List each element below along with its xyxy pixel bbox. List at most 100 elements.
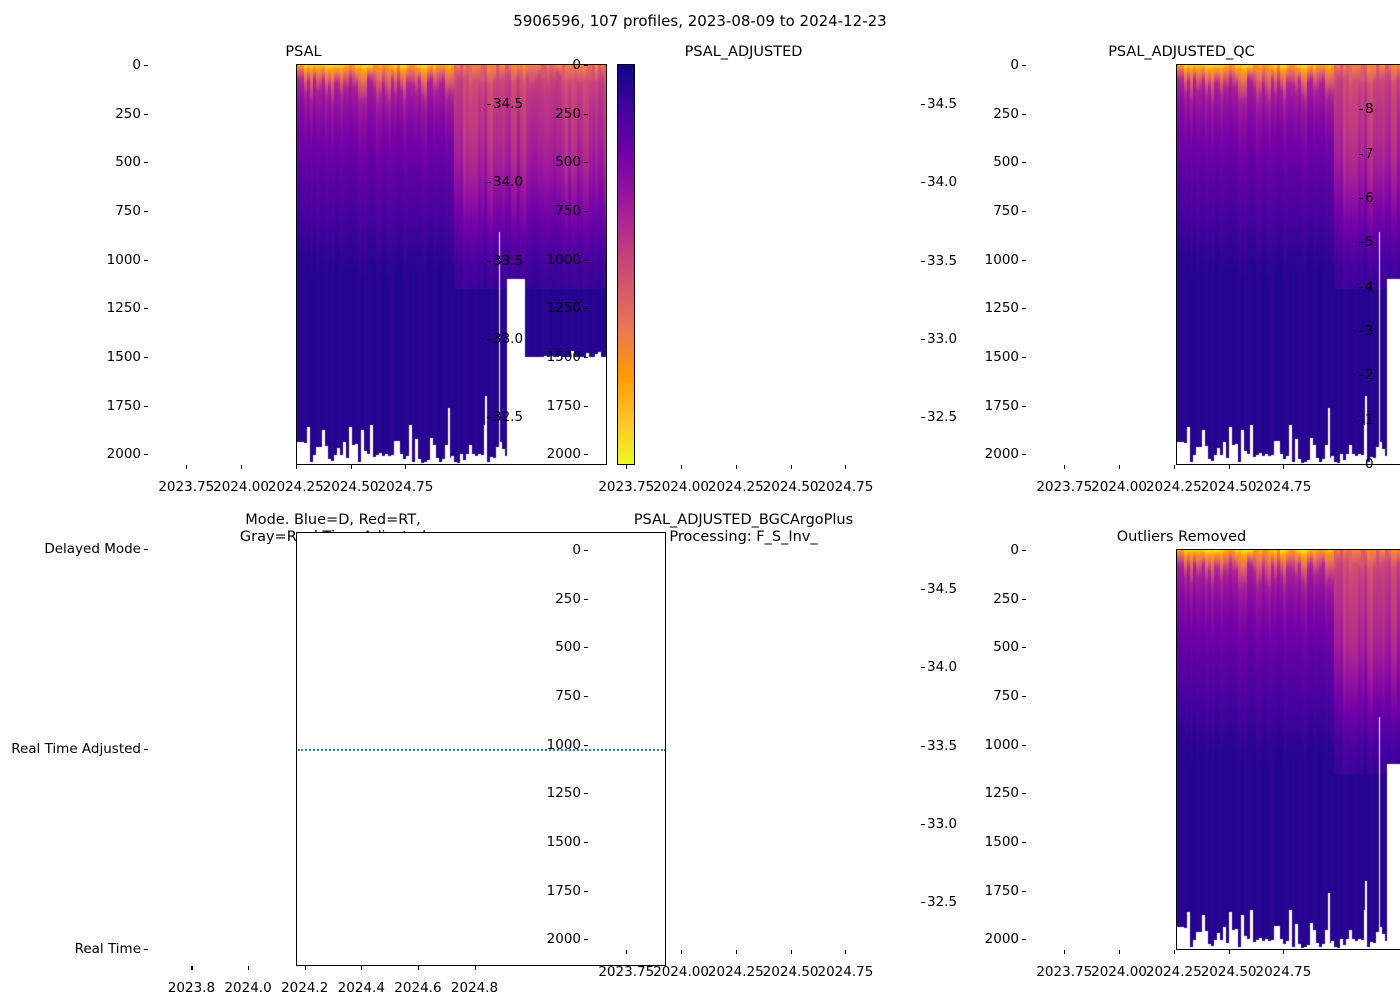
colorbar-tick-label: 32.5 [927,894,958,911]
y-tick-label: 1500 [546,833,581,850]
x-tick-label: 2024.75 [377,479,434,495]
y-tick-label: 500 [555,639,581,656]
x-tick-label: 2024.75 [817,479,874,495]
panel-mode: Mode. Blue=D, Red=RT, Gray=Real Time Adj… [148,0,666,1000]
x-tick-mark [191,966,193,970]
y-tick-mark [1022,598,1026,600]
y-tick-mark [584,356,588,359]
colorbar-tick-label: 2 [1365,367,1374,384]
y-tick-label: 1250 [984,785,1019,802]
x-tick-mark [1173,465,1175,469]
y-tick-label: 250 [555,590,581,607]
colorbar-tick-label: 32.5 [927,409,958,426]
y-tick-label: 1250 [106,300,141,317]
y-tick-mark [584,793,588,795]
y-tick-label: 750 [115,202,141,219]
y-tick-mark [1022,113,1026,115]
y-tick-mark [1022,65,1026,67]
x-tick-label: 2024.25 [1145,479,1202,495]
x-tick-mark [790,950,792,954]
y-tick-mark [144,65,148,67]
psal-heatmap-axes[interactable] [296,64,607,465]
panel-bgc-title: PSAL_ADJUSTED_BGCArgoPlus Processing: F_… [633,512,854,545]
colorbar-tick-mark [1359,375,1363,377]
y-tick-label: 250 [993,105,1019,122]
y-tick-mark [584,939,588,941]
figure-suptitle: 5906596, 107 profiles, 2023-08-09 to 202… [513,12,887,30]
y-tick-label: 750 [993,687,1019,704]
y-tick-mark [1022,405,1026,407]
y-tick-mark [1022,550,1026,552]
x-tick-label: 2024.0 [224,980,272,996]
y-tick-label: 1750 [546,397,581,414]
colorbar-tick-label: 33.0 [927,330,958,347]
x-tick-label: 2024.8 [450,980,499,996]
mode-y-tick-mark [144,749,148,751]
x-tick-mark [1119,950,1121,954]
y-tick-mark [144,210,148,213]
panel-psal-title: PSAL [285,44,322,60]
y-tick-mark [144,405,148,407]
x-tick-mark [304,966,306,970]
mode-timeseries-axes[interactable] [296,532,666,966]
colorbar-tick-mark [1359,153,1363,155]
colorbar-tick-label: 1 [1365,411,1374,428]
panel-psal: PSAL 0 250 500 750 1000 1250 1500 1750 2000 [107,0,635,1000]
colorbar-tick-label: 34.0 [927,659,958,676]
x-tick-label: 2024.50 [762,479,819,495]
colorbar-tick-mark [1359,198,1363,200]
colorbar-tick-mark [921,104,925,106]
x-tick-mark [474,966,476,970]
y-tick-label: 750 [993,202,1019,219]
y-tick-mark [1022,454,1026,456]
y-tick-mark [1022,259,1026,261]
y-tick-mark [584,405,588,407]
psal-colorbar[interactable] [617,64,635,465]
colorbar-tick-mark [487,260,491,262]
mode-y-tick-label: Delayed Mode [44,541,141,557]
y-tick-mark [584,744,588,746]
y-tick-label: 1750 [546,882,581,899]
y-tick-label: 250 [555,105,581,122]
colorbar-tick-mark [921,823,925,825]
y-tick-mark [1022,695,1026,698]
colorbar-tick-mark [1359,419,1363,421]
psal-adjusted-heatmap-axes[interactable] [1176,64,1400,465]
y-tick-mark [584,454,588,456]
y-tick-label: 1000 [546,251,581,268]
x-tick-mark [1119,465,1121,469]
x-tick-label: 2023.75 [598,964,655,980]
y-tick-mark [144,113,148,115]
x-tick-mark [186,465,188,469]
x-tick-mark [361,966,363,970]
colorbar-tick-label: 7 [1365,145,1374,162]
y-tick-label: 1000 [106,251,141,268]
colorbar-tick-label: 5 [1365,234,1374,251]
y-tick-mark [584,308,588,310]
x-tick-label: 2023.75 [1036,479,1093,495]
y-tick-label: 1250 [546,785,581,802]
y-tick-label: 2000 [984,446,1019,463]
bgc-heatmap-axes[interactable] [1176,549,1400,950]
colorbar-tick-label: 34.5 [927,96,958,113]
y-tick-label: 1000 [984,736,1019,753]
x-tick-mark [405,465,407,469]
y-tick-mark [584,695,588,698]
y-tick-label: 1750 [106,397,141,414]
y-tick-label: 0 [1010,542,1019,558]
mode-level-line [298,749,665,751]
y-tick-label: 500 [993,154,1019,171]
y-tick-label: 500 [555,154,581,171]
colorbar-tick-label: 33.0 [927,815,958,832]
y-tick-mark [584,598,588,600]
y-tick-label: 2000 [546,446,581,463]
x-tick-label: 2024.50 [1200,479,1257,495]
colorbar-tick-label: 32.5 [493,409,524,426]
colorbar-tick-mark [921,417,925,419]
x-tick-mark [735,465,737,469]
mode-y-tick-mark [144,549,148,551]
colorbar-tick-label: 8 [1365,101,1374,118]
colorbar-tick-label: 34.0 [927,174,958,191]
y-tick-mark [584,550,588,552]
x-tick-label: 2024.50 [322,479,379,495]
